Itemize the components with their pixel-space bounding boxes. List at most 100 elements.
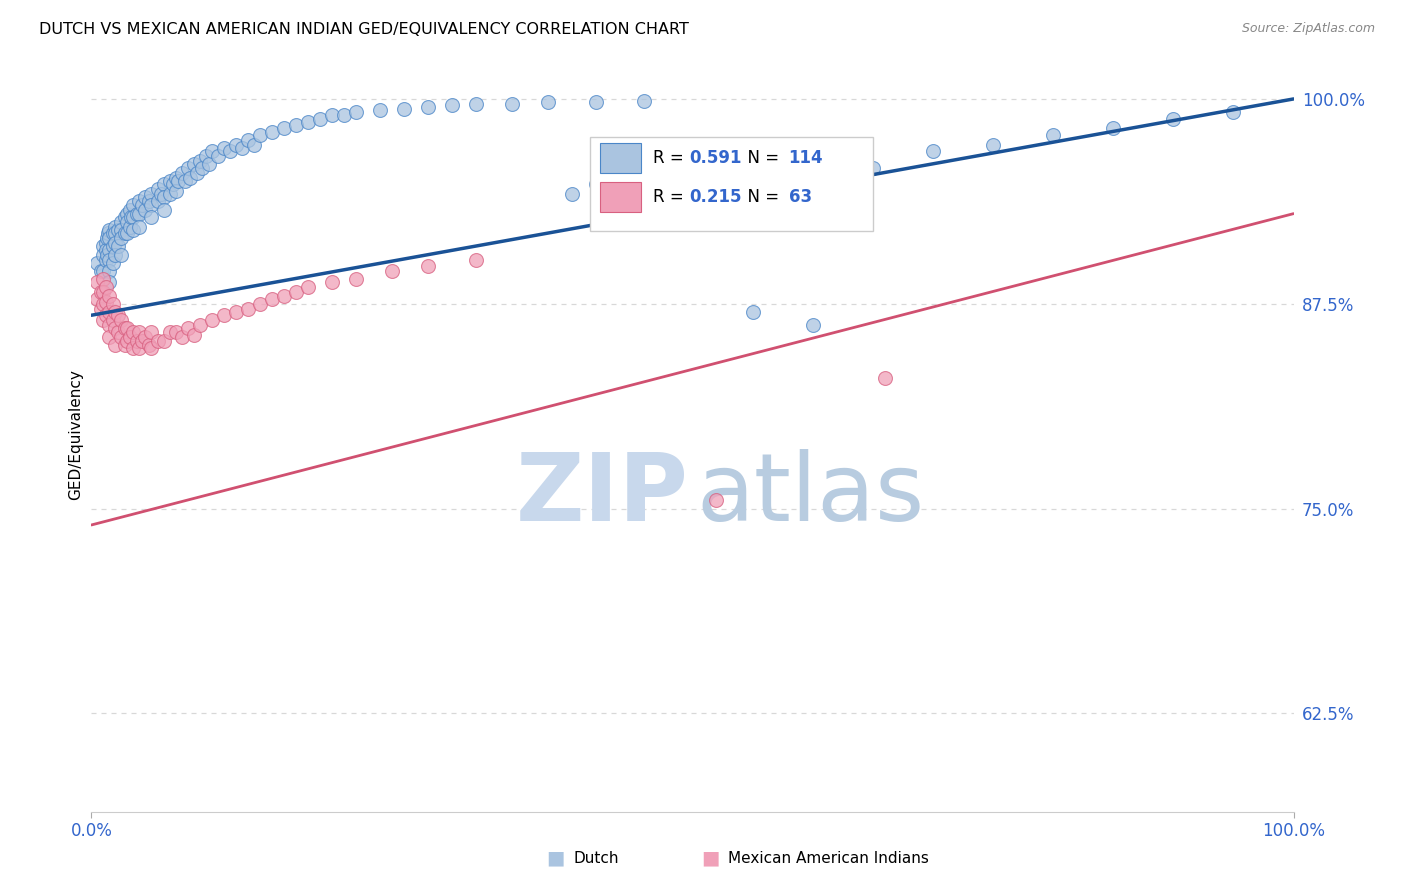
Point [201,145,224,159]
Point [110,329,132,343]
Point [107,308,129,322]
Point [104,337,127,351]
Point [368,103,391,118]
Point [104,321,127,335]
Point [118,203,141,218]
Point [152,177,174,191]
Text: ZIP: ZIP [516,450,689,541]
Point [249,297,271,311]
Point [260,292,283,306]
Point [141,198,163,212]
Point [93,247,115,261]
Text: 0.591: 0.591 [689,149,741,167]
Point [118,329,141,343]
Point [98,276,121,290]
Point [273,288,295,302]
Point [212,141,235,155]
Point [633,157,655,171]
Point [242,137,264,152]
Point [465,252,488,267]
Point [152,190,174,204]
Point [122,325,145,339]
Point [585,95,607,110]
Point [537,95,560,110]
Point [141,325,163,339]
Point [94,280,117,294]
Point [128,194,150,208]
Point [98,223,121,237]
Point [194,149,217,163]
Point [114,321,136,335]
Point [141,341,163,355]
Point [128,207,150,221]
Point [1042,128,1064,142]
Point [93,264,115,278]
Point [225,305,247,319]
Point [131,198,153,212]
Point [117,215,139,229]
Point [188,154,211,169]
Point [236,301,259,316]
Point [94,243,117,257]
Point [862,161,884,175]
Point [170,166,193,180]
Point [165,170,187,185]
Point [104,227,127,241]
Point [174,174,197,188]
Point [218,145,240,159]
Point [101,239,124,253]
Point [159,174,181,188]
Point [117,207,139,221]
Point [104,305,127,319]
Point [146,182,169,196]
Point [706,493,728,508]
Point [1102,121,1125,136]
Point [681,182,703,196]
Point [249,128,271,142]
Point [114,227,136,241]
Text: N =: N = [737,149,785,167]
Point [801,149,824,163]
Point [98,243,121,257]
Point [183,157,205,171]
Point [183,327,205,342]
Point [159,186,181,201]
Point [873,370,896,384]
Text: Dutch: Dutch [574,851,619,865]
Point [198,157,221,171]
Point [107,223,129,237]
Point [107,239,129,253]
Point [170,329,193,343]
Point [110,215,132,229]
Point [585,177,607,191]
Point [176,161,198,175]
Point [321,108,343,122]
Point [146,334,169,349]
Point [114,210,136,224]
Point [117,227,139,241]
Point [98,318,121,332]
Point [167,174,190,188]
Point [122,198,145,212]
Point [176,321,198,335]
Point [93,239,115,253]
Point [86,276,108,290]
Point [98,231,121,245]
Point [96,247,118,261]
Point [131,334,153,349]
Point [165,325,187,339]
Point [344,105,367,120]
Point [90,264,112,278]
Point [134,329,156,343]
Point [1161,112,1184,126]
Point [93,272,115,286]
Point [94,308,117,322]
Point [201,313,224,327]
Point [122,210,145,224]
Point [922,145,945,159]
Point [162,177,184,191]
Point [179,170,201,185]
Point [90,285,112,300]
Point [107,325,129,339]
Point [225,137,247,152]
